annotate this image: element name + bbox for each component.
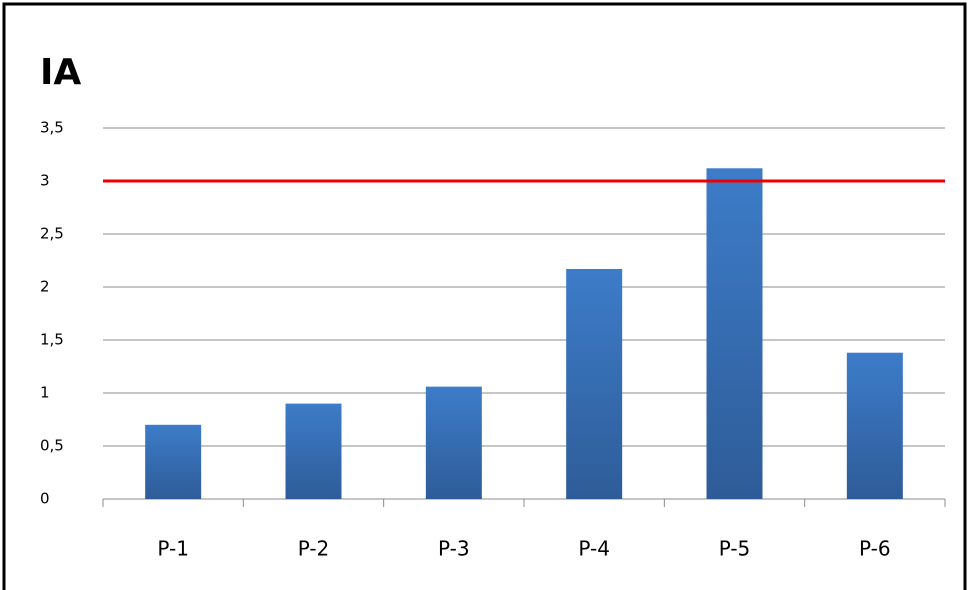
x-tick-label: P-3: [438, 537, 470, 561]
y-tick-label: 2: [40, 278, 50, 296]
bar: [425, 386, 482, 499]
y-tick-label: 0,5: [40, 437, 64, 455]
y-tick-label: 3,5: [40, 119, 64, 137]
bar: [706, 168, 763, 499]
x-tick-label: P-2: [298, 537, 330, 561]
x-tick-label: P-5: [719, 537, 751, 561]
bar: [566, 268, 623, 499]
chart-title: IA: [40, 52, 81, 93]
y-tick-label: 2,5: [40, 225, 64, 243]
x-tick-label: P-4: [578, 537, 610, 561]
y-tick-label: 3: [40, 172, 50, 190]
y-tick-label: 1: [40, 384, 50, 402]
x-tick-label: P-6: [859, 537, 891, 561]
bar: [145, 424, 202, 499]
bar: [285, 403, 342, 499]
bar: [846, 352, 903, 499]
x-tick-label: P-1: [157, 537, 189, 561]
y-tick-label: 1,5: [40, 331, 64, 349]
y-tick-label: 0: [40, 490, 50, 508]
